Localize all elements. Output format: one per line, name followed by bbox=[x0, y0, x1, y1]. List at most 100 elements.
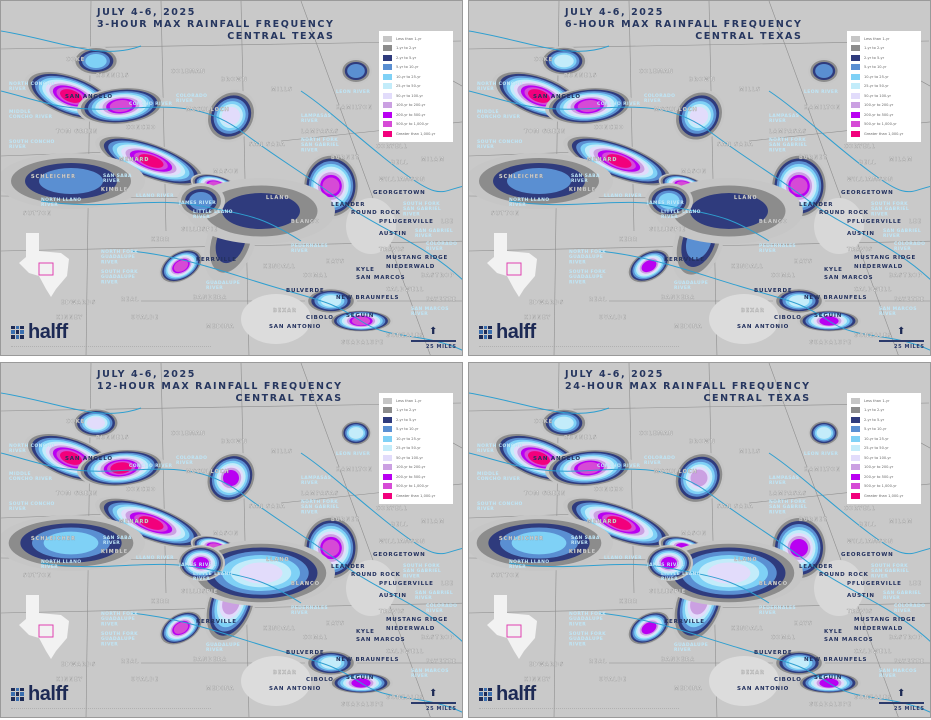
river-label: SOUTH CONCHO RIVER bbox=[9, 501, 55, 512]
county-label: MEDINA bbox=[206, 686, 234, 692]
city-label: SEGUIN bbox=[814, 313, 842, 319]
river-line bbox=[598, 612, 930, 713]
texas-locator-inset bbox=[19, 233, 69, 297]
city-label: NEW BRAUNFELS bbox=[336, 295, 399, 301]
legend-item: 50-yr to 100-yr bbox=[851, 91, 917, 101]
legend-item: Greater than 1,000-yr bbox=[383, 491, 449, 501]
city-label: GEORGETOWN bbox=[373, 552, 426, 558]
scale-bar bbox=[411, 340, 456, 342]
rainfall-area bbox=[221, 106, 241, 126]
logo-text: halff bbox=[496, 683, 536, 705]
river-label: LLANO RIVER bbox=[604, 193, 642, 199]
legend-label: 50-yr to 100-yr bbox=[396, 93, 424, 98]
county-label: SUTTON bbox=[23, 573, 52, 579]
legend-item: 5-yr to 10-yr bbox=[383, 63, 449, 73]
legend-item: Less than 1-yr bbox=[851, 34, 917, 44]
map-panel: SAN ANGELO GEORGETOWN LEANDER ROUND ROCK PFL… bbox=[468, 362, 931, 718]
county-label: GONZALES bbox=[386, 695, 424, 701]
rainfall-area bbox=[554, 54, 574, 68]
city-label: AUSTIN bbox=[379, 593, 407, 599]
legend-item: 1-yr to 2-yr bbox=[383, 406, 449, 416]
river-label: PEDERNALES RIVER bbox=[759, 605, 796, 616]
urban-area bbox=[241, 294, 311, 344]
study-area-box bbox=[506, 262, 522, 276]
legend-item: 25-yr to 50-yr bbox=[851, 82, 917, 92]
rainfall-area bbox=[707, 562, 751, 584]
north-arrow-icon: ⬆ bbox=[897, 688, 906, 699]
legend-label: 500-yr to 1,000-yr bbox=[864, 122, 897, 127]
river-label: SAN GABRIEL RIVER bbox=[415, 590, 453, 601]
county-label: GONZALES bbox=[386, 333, 424, 339]
county-label: REAL bbox=[121, 297, 139, 303]
city-label: SAN MARCOS bbox=[824, 275, 873, 281]
legend-label: 1-yr to 2-yr bbox=[864, 46, 885, 51]
county-label: LAMPASAS bbox=[769, 491, 807, 497]
city-label: KERRVILLE bbox=[196, 257, 237, 263]
county-label: UVALDE bbox=[131, 677, 159, 683]
texas-locator-inset bbox=[487, 595, 537, 659]
map-labels: SAN ANGELO GEORGETOWN LEANDER ROUND ROCK PFL… bbox=[9, 419, 457, 708]
county-label: COLEMAN bbox=[171, 69, 206, 75]
county-label: SAN SABA bbox=[249, 142, 286, 148]
county-label: SCHLEICHER bbox=[499, 174, 544, 180]
county-label: BANDERA bbox=[661, 295, 695, 301]
county-label: BEXAR bbox=[741, 308, 765, 314]
county-label: BEXAR bbox=[741, 670, 765, 676]
county-label: BURNET bbox=[799, 155, 828, 161]
county-label: BANDERA bbox=[193, 657, 227, 663]
city-label: SAN MARCOS bbox=[824, 637, 873, 643]
legend-swatch bbox=[851, 445, 860, 452]
legend-label: 2-yr to 5-yr bbox=[396, 417, 417, 422]
county-label: KIMBLE bbox=[101, 549, 128, 555]
county-label: MASON bbox=[213, 169, 239, 175]
city-label: KERRVILLE bbox=[664, 257, 705, 263]
texas-locator-inset bbox=[487, 233, 537, 297]
river-label: COLORADO RIVER bbox=[644, 455, 675, 466]
county-label: KIMBLE bbox=[569, 549, 596, 555]
legend-label: 25-yr to 50-yr bbox=[396, 84, 421, 89]
legend-item: 100-yr to 200-yr bbox=[851, 101, 917, 111]
county-label: CALDWELL bbox=[854, 287, 892, 293]
legend-item: 50-yr to 100-yr bbox=[851, 453, 917, 463]
legend-label: 100-yr to 200-yr bbox=[864, 465, 894, 470]
county-label: KINNEY bbox=[56, 677, 83, 683]
county-label: MILLS bbox=[271, 87, 293, 93]
river-label: GUADALUPE RIVER bbox=[206, 280, 240, 291]
county-label: COKE bbox=[534, 57, 553, 63]
city-label: PFLUGERVILLE bbox=[847, 219, 902, 225]
river-label: LAMPASAS RIVER bbox=[769, 475, 799, 486]
county-label: GILLESPIE bbox=[649, 227, 686, 233]
legend-item: 1-yr to 2-yr bbox=[851, 406, 917, 416]
city-label: BULVERDE bbox=[286, 650, 324, 656]
map-canvas: SAN ANGELO GEORGETOWN LEANDER ROUND ROCK PFL… bbox=[1, 363, 462, 717]
county-label: KERR bbox=[151, 599, 170, 605]
river-label: GUADALUPE RIVER bbox=[674, 280, 708, 291]
county-label: LEE bbox=[441, 219, 454, 225]
county-label: EDWARDS bbox=[529, 300, 564, 306]
rivers bbox=[1, 392, 462, 713]
river-label: MIDDLE CONCHO RIVER bbox=[9, 471, 52, 482]
map-title: JULY 4-6, 2025 3-HOUR MAX RAINFALL FREQUE… bbox=[97, 7, 334, 43]
county-label: UVALDE bbox=[599, 315, 627, 321]
river-line bbox=[768, 452, 930, 555]
county-label: BASTROP bbox=[421, 635, 454, 641]
legend-item: 2-yr to 5-yr bbox=[851, 415, 917, 425]
river-label: SOUTH CONCHO RIVER bbox=[477, 501, 523, 512]
county-label: CORYELL bbox=[844, 144, 876, 150]
river-label: GUADALUPE RIVER bbox=[206, 642, 240, 653]
river-label: SAN GABRIEL RIVER bbox=[883, 228, 921, 239]
rainfall-area bbox=[189, 192, 213, 210]
county-label: LLANO bbox=[266, 557, 290, 563]
legend-item: 10-yr to 25-yr bbox=[383, 72, 449, 82]
legend: Less than 1-yr 1-yr to 2-yr 2-yr to 5-yr 5-… bbox=[847, 31, 921, 142]
rainfall-area bbox=[606, 154, 632, 168]
logo-mark-icon bbox=[479, 325, 492, 339]
legend-item: Greater than 1,000-yr bbox=[851, 491, 917, 501]
county-label: LAMPASAS bbox=[301, 491, 339, 497]
river-label: NORTH LLANO RIVER bbox=[41, 559, 81, 570]
county-label: EDWARDS bbox=[61, 300, 96, 306]
city-label: LEANDER bbox=[331, 564, 365, 570]
legend-swatch bbox=[383, 102, 392, 109]
city-label: SAN ANGELO bbox=[65, 94, 113, 100]
legend-swatch bbox=[851, 130, 860, 137]
